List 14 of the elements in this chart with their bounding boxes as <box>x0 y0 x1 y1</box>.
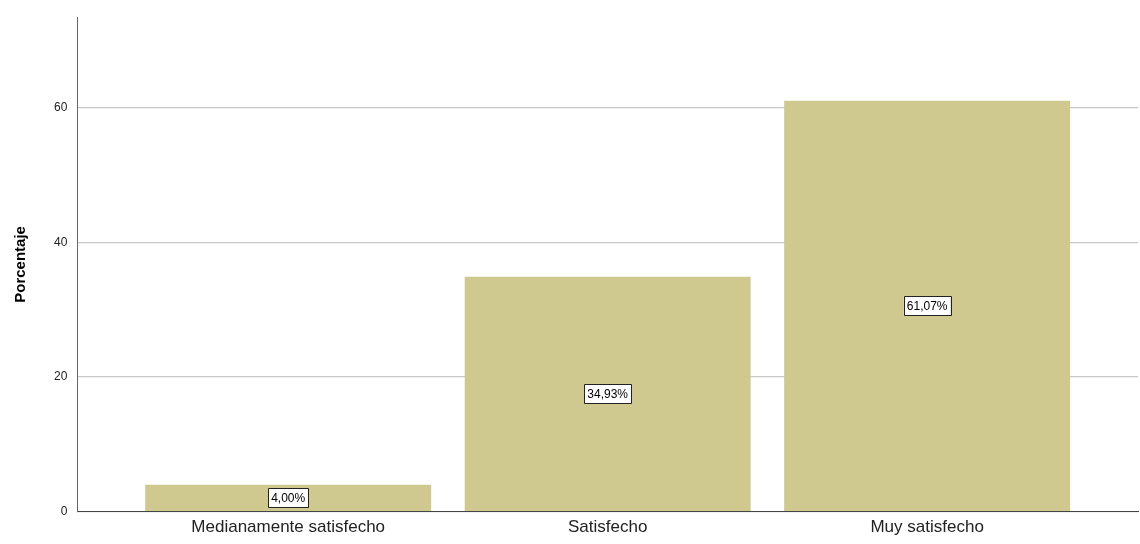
bar <box>145 484 432 511</box>
y-tick-label: 0 <box>60 503 68 518</box>
bar <box>464 276 751 511</box>
data-label: 34,93% <box>587 387 629 402</box>
y-tick-label: 40 <box>53 234 68 249</box>
y-tick-label: 60 <box>53 100 68 115</box>
x-tick-label: Muy satisfecho <box>870 517 984 537</box>
x-tick-label: Satisfecho <box>567 517 648 537</box>
bar <box>784 100 1071 511</box>
x-tick-label: Medianamente satisfecho <box>191 517 386 537</box>
data-label: 4,00% <box>271 491 306 506</box>
y-axis-title: Porcentaje <box>11 226 29 303</box>
y-tick-label: 20 <box>53 369 68 384</box>
data-label: 61,07% <box>906 299 948 314</box>
